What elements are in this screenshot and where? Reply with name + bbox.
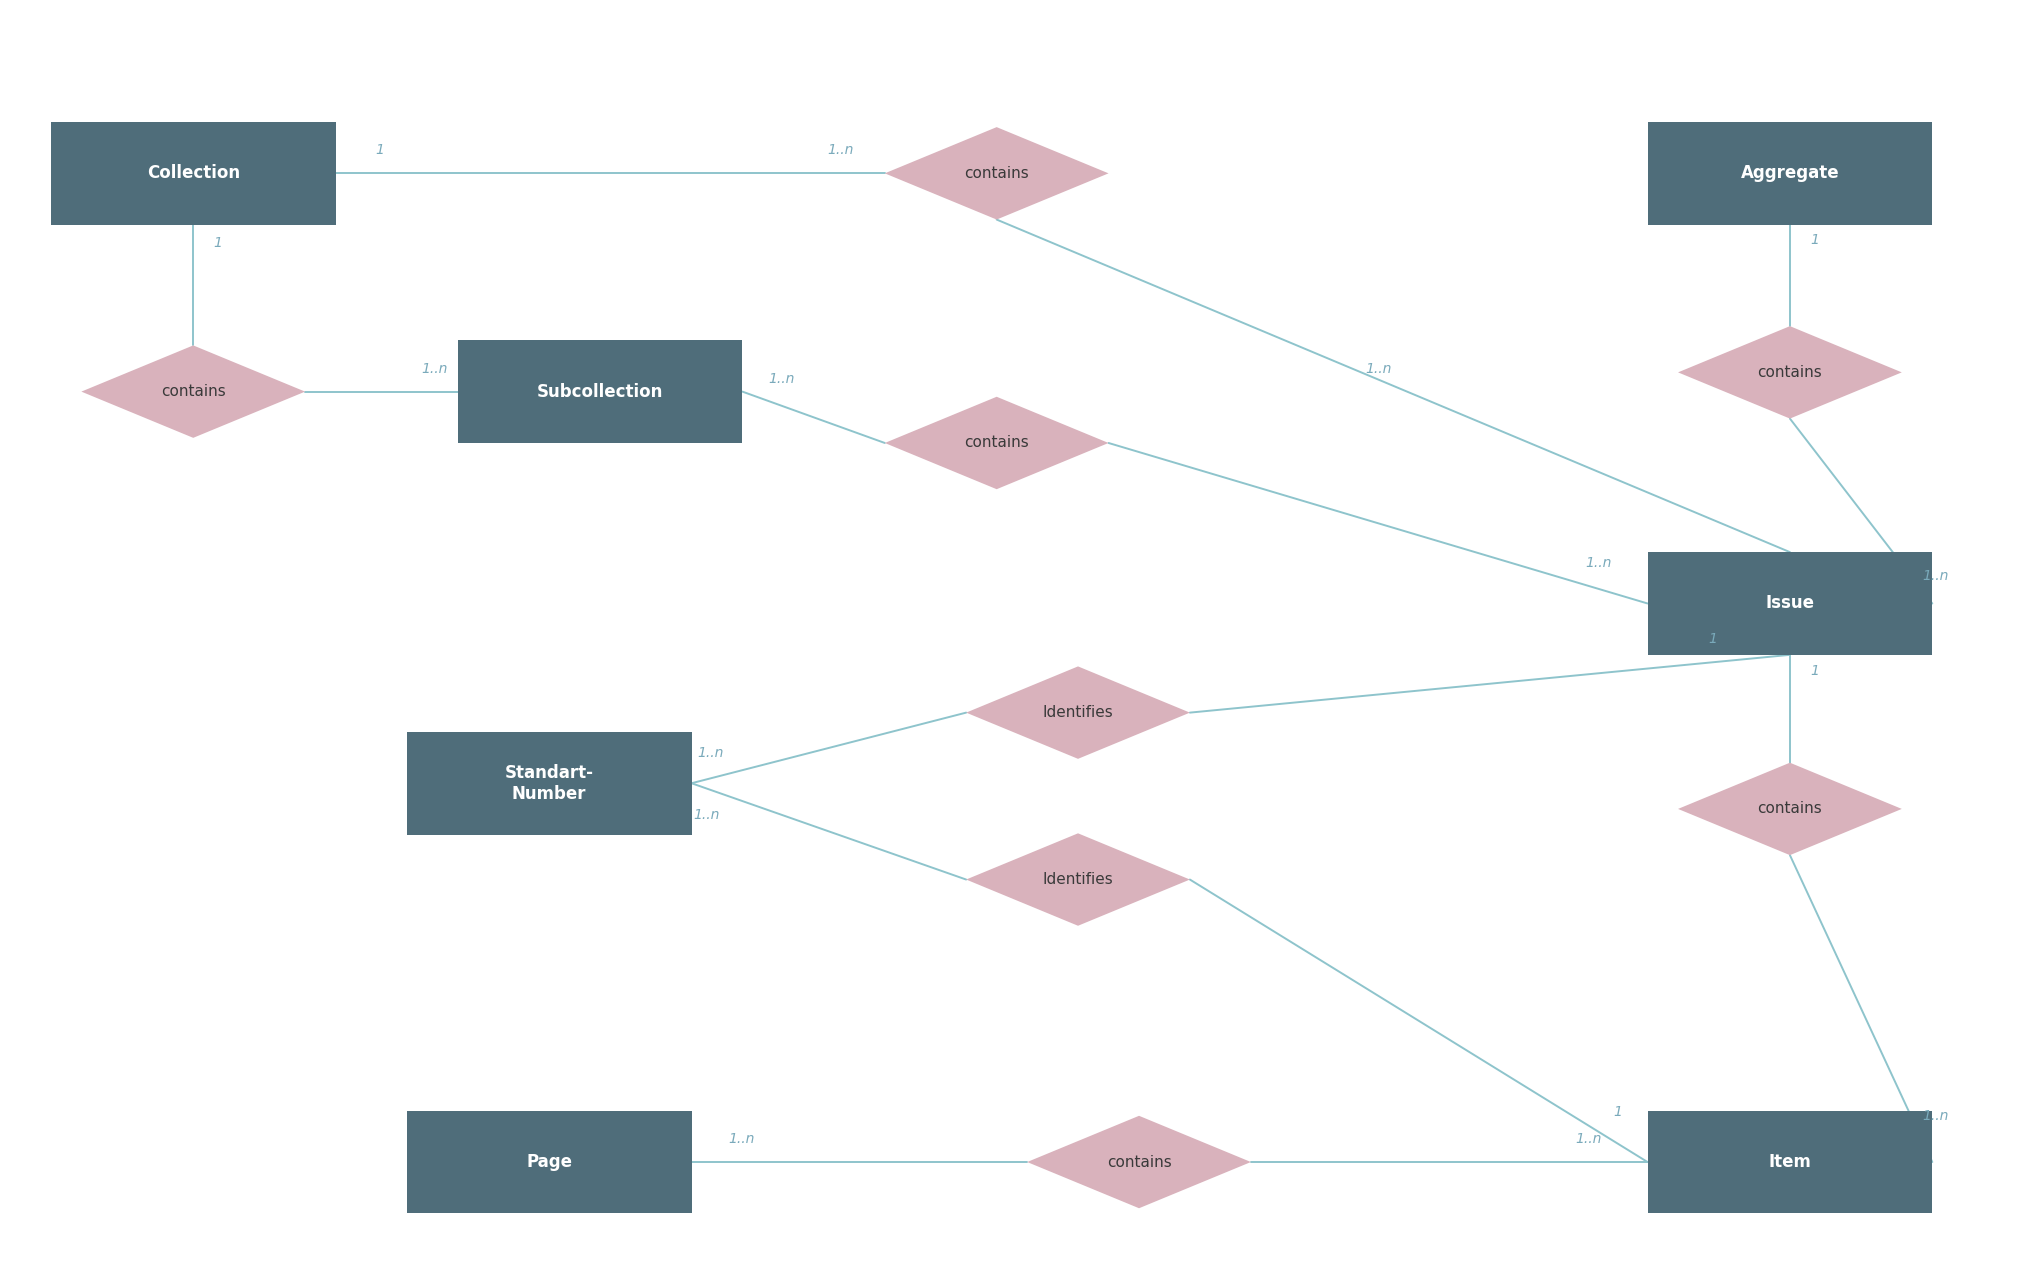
Polygon shape xyxy=(885,397,1109,489)
Text: 1..n: 1..n xyxy=(769,372,795,386)
Text: 1: 1 xyxy=(1613,1104,1623,1118)
Text: 1..n: 1..n xyxy=(421,362,447,375)
FancyBboxPatch shape xyxy=(51,122,336,225)
Polygon shape xyxy=(81,345,305,438)
Text: contains: contains xyxy=(161,384,226,399)
Polygon shape xyxy=(1027,1116,1251,1208)
FancyBboxPatch shape xyxy=(407,732,692,835)
Text: 1..n: 1..n xyxy=(1922,569,1949,583)
Text: Standart-
Number: Standart- Number xyxy=(504,764,594,802)
Text: Item: Item xyxy=(1768,1153,1812,1171)
Text: Page: Page xyxy=(527,1153,572,1171)
Polygon shape xyxy=(1678,763,1902,855)
Polygon shape xyxy=(966,833,1190,926)
Text: contains: contains xyxy=(964,435,1029,451)
Text: 1..n: 1..n xyxy=(1584,556,1611,570)
Text: 1: 1 xyxy=(214,236,222,250)
Text: 1: 1 xyxy=(1709,632,1717,646)
Text: 1..n: 1..n xyxy=(694,808,720,822)
Text: 1..n: 1..n xyxy=(728,1132,755,1145)
Polygon shape xyxy=(1678,326,1902,419)
Text: Subcollection: Subcollection xyxy=(537,383,663,401)
FancyBboxPatch shape xyxy=(1648,552,1932,655)
Text: 1..n: 1..n xyxy=(1365,362,1391,376)
Text: Collection: Collection xyxy=(146,164,240,182)
Text: contains: contains xyxy=(1757,801,1822,817)
Polygon shape xyxy=(885,127,1109,220)
FancyBboxPatch shape xyxy=(1648,1111,1932,1213)
Text: 1..n: 1..n xyxy=(1922,1109,1949,1124)
Text: 1: 1 xyxy=(1810,232,1818,247)
Text: contains: contains xyxy=(964,166,1029,181)
Text: 1: 1 xyxy=(374,144,384,157)
Text: Identifies: Identifies xyxy=(1043,872,1113,887)
Text: Identifies: Identifies xyxy=(1043,705,1113,720)
FancyBboxPatch shape xyxy=(407,1111,692,1213)
FancyBboxPatch shape xyxy=(1648,122,1932,225)
Text: 1..n: 1..n xyxy=(1574,1132,1601,1145)
Text: contains: contains xyxy=(1757,365,1822,380)
Text: 1..n: 1..n xyxy=(698,746,724,760)
Polygon shape xyxy=(966,666,1190,759)
Text: Aggregate: Aggregate xyxy=(1741,164,1839,182)
FancyBboxPatch shape xyxy=(458,340,742,443)
Text: Issue: Issue xyxy=(1766,594,1814,612)
Text: contains: contains xyxy=(1106,1154,1172,1170)
Text: 1: 1 xyxy=(1810,664,1818,678)
Text: 1..n: 1..n xyxy=(828,144,854,157)
